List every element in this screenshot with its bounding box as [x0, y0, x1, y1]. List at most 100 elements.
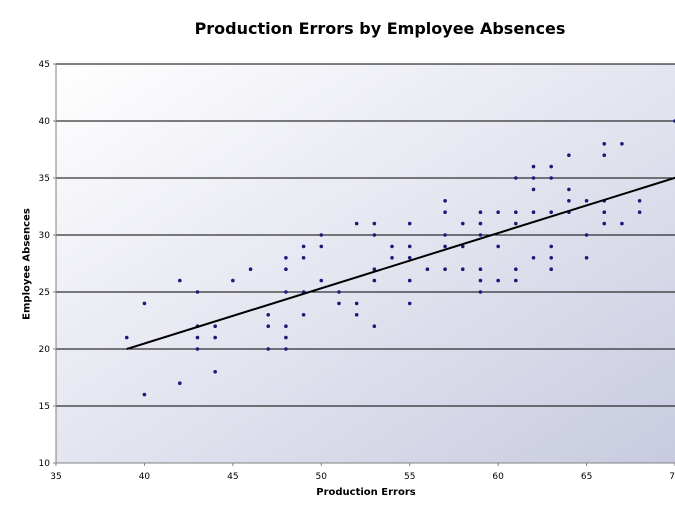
data-point — [178, 381, 182, 386]
data-point — [284, 335, 288, 340]
x-tick-label: 50 — [316, 472, 328, 482]
data-point — [478, 221, 483, 226]
data-point — [231, 278, 235, 283]
data-point — [372, 324, 377, 329]
data-point — [266, 313, 271, 317]
data-point — [620, 221, 624, 226]
y-tick-label: 20 — [39, 345, 51, 355]
data-point — [301, 255, 306, 260]
x-tick-label: 65 — [581, 472, 592, 482]
data-point — [567, 187, 571, 192]
data-point — [620, 142, 624, 146]
y-tick-label: 25 — [39, 288, 50, 298]
data-point — [549, 164, 553, 169]
data-point — [337, 301, 341, 306]
data-point — [496, 244, 500, 249]
data-point — [531, 210, 536, 214]
data-point — [602, 142, 607, 146]
data-point — [407, 255, 412, 260]
data-point — [319, 233, 324, 237]
y-tick-label: 10 — [39, 459, 51, 469]
x-tick-label: 35 — [50, 472, 61, 482]
data-point — [178, 278, 182, 283]
data-point — [195, 347, 200, 351]
data-point — [372, 267, 377, 272]
data-point — [531, 164, 536, 169]
data-point — [514, 267, 518, 272]
data-point — [354, 221, 359, 226]
data-point — [549, 267, 553, 272]
data-point — [514, 210, 518, 214]
data-point — [372, 233, 377, 237]
data-point — [284, 290, 288, 294]
data-point — [142, 301, 147, 306]
x-tick-label: 55 — [404, 472, 415, 482]
data-point — [496, 278, 500, 283]
data-points — [124, 119, 675, 397]
gridlines — [56, 63, 675, 407]
data-point — [407, 301, 412, 306]
data-point — [514, 221, 518, 226]
data-point — [213, 335, 217, 340]
data-point — [478, 233, 483, 237]
data-point — [407, 244, 412, 249]
data-point — [390, 244, 394, 249]
data-point — [637, 210, 642, 214]
data-point — [460, 244, 465, 249]
y-tick-label: 30 — [39, 231, 51, 241]
data-point — [213, 324, 217, 329]
plot-area — [56, 64, 675, 463]
data-point — [337, 290, 341, 294]
data-point — [496, 210, 500, 214]
y-axis-title: Employee Absences — [21, 208, 33, 320]
data-point — [443, 210, 447, 214]
data-point — [124, 335, 129, 340]
data-point — [284, 347, 288, 351]
data-point — [195, 290, 200, 294]
data-point — [319, 278, 324, 283]
data-point — [213, 370, 217, 374]
x-tick-label: 60 — [492, 472, 504, 482]
data-point — [549, 244, 553, 249]
data-point — [478, 290, 483, 294]
data-point — [407, 278, 412, 283]
data-point — [567, 199, 571, 203]
data-point — [549, 176, 553, 180]
data-point — [390, 255, 394, 260]
data-point — [284, 255, 288, 260]
data-point — [549, 255, 553, 260]
data-point — [301, 313, 306, 317]
data-point — [567, 153, 571, 157]
data-point — [584, 255, 589, 260]
chart-title: Production Errors by Employee Absences — [194, 19, 566, 38]
tick-labels: 10 15 20 25 30 35 40 45 35 40 45 50 55 60 65 70 — [39, 60, 675, 482]
data-point — [549, 210, 553, 214]
data-point — [514, 176, 518, 180]
data-point — [637, 199, 642, 203]
y-tick-label: 15 — [39, 402, 50, 412]
data-point — [514, 278, 518, 283]
y-tick-label: 40 — [39, 117, 51, 127]
data-point — [284, 267, 288, 272]
data-point — [248, 267, 253, 272]
data-point — [443, 199, 447, 203]
data-point — [372, 221, 377, 226]
trendline — [126, 176, 675, 350]
data-point — [266, 347, 271, 351]
x-axis-title: Production Errors — [316, 487, 416, 498]
data-point — [284, 324, 288, 329]
y-tick-label: 35 — [39, 174, 50, 184]
data-point — [142, 392, 147, 397]
data-point — [531, 187, 536, 192]
data-point — [584, 233, 589, 237]
data-point — [478, 210, 483, 214]
x-tick-label: 70 — [669, 472, 675, 482]
data-point — [372, 278, 377, 283]
data-point — [460, 267, 465, 272]
data-point — [602, 210, 607, 214]
data-point — [443, 244, 447, 249]
data-point — [354, 313, 359, 317]
data-point — [266, 324, 271, 329]
data-point — [478, 278, 483, 283]
